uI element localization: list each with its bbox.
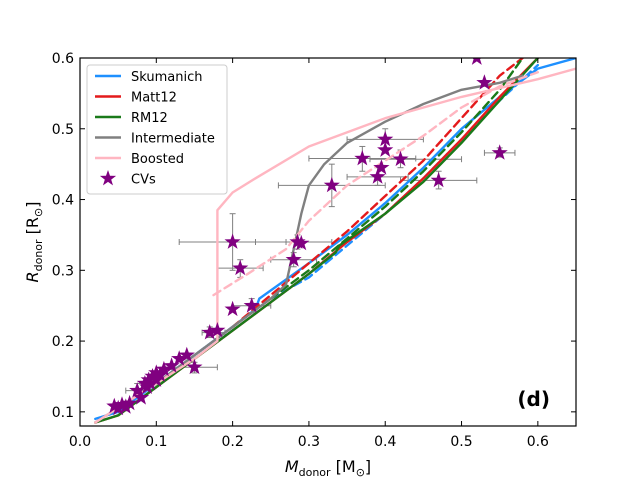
x-tick-label: 0.6 [527, 434, 549, 450]
legend-label: Matt12 [131, 91, 177, 106]
cv-star-point [377, 141, 394, 157]
cv-star-point [323, 176, 340, 193]
x-tick-label: 0.5 [450, 434, 472, 450]
cv-star-point [354, 150, 371, 166]
x-tick-label: 0.1 [145, 434, 167, 450]
legend-item-matt12: Matt12 [95, 91, 177, 106]
x-tick-label: 0.2 [221, 434, 243, 450]
legend-item-intermediate: Intermediate [95, 132, 215, 147]
cv-star-point [171, 350, 188, 366]
cv-star-point [106, 397, 123, 414]
legend-swatch-star [99, 170, 117, 186]
series-line-boosted-solid [94, 67, 576, 424]
x-axis-title: Mdonor [M⊙] [285, 457, 371, 479]
cv-star-point [209, 322, 226, 338]
cv-star-point [430, 171, 447, 188]
cv-star-point [133, 389, 150, 405]
cv-star-point [224, 300, 241, 317]
legend-label: CVs [131, 173, 156, 188]
legend-label: Skumanich [131, 70, 203, 85]
cv-star-point [377, 130, 394, 147]
cv-star-point [129, 382, 146, 398]
cv-star-point [392, 150, 409, 167]
cv-star-point [186, 358, 203, 375]
legend-box [86, 64, 228, 195]
legend-label: RM12 [131, 111, 168, 126]
series-line-rm12-solid [94, 58, 539, 424]
cv-star-point [155, 360, 172, 377]
cv-star-point [110, 399, 127, 416]
cv-star-point [224, 233, 241, 249]
cv-star-point [144, 368, 161, 384]
x-tick-label: 0.4 [374, 434, 396, 450]
cv-star-point [178, 346, 195, 363]
cv-star-point [117, 398, 134, 414]
y-tick-label: 0.6 [52, 51, 74, 67]
cv-star-point [373, 159, 390, 175]
y-tick-label: 0.2 [52, 334, 74, 350]
series-line-boosted-dashed [212, 70, 539, 297]
cv-star-point [293, 234, 310, 251]
cv-star-point [369, 168, 386, 184]
legend-label: Intermediate [131, 132, 215, 147]
cv-star-point [471, 58, 482, 65]
y-tick-label: 0.5 [52, 122, 74, 138]
series-line-rm12-dashed [269, 58, 524, 300]
y-tick-label: 0.3 [52, 263, 74, 279]
series-layer [94, 58, 576, 424]
cv-star-point [243, 297, 260, 313]
cv-star-point [121, 394, 138, 411]
legend-label: Boosted [131, 152, 184, 167]
tick-layer: 0.0 0.1 0.2 0.3 0.4 0.5 0.6 0.1 0.2 0.3 0.4 0.5 0.6 [52, 51, 576, 450]
y-tick-label: 0.4 [52, 193, 74, 209]
cv-star-point [285, 251, 302, 267]
legend: Skumanich Matt12 RM12 Intermediate Boosted CV… [86, 64, 228, 195]
y-axis-title: Rdonor [R⊙] [23, 202, 45, 283]
cv-star-point [201, 324, 218, 340]
cv-star-point [476, 74, 493, 90]
cv-star-point [113, 396, 131, 412]
cv-star-point [142, 375, 159, 391]
y-tick-label: 0.1 [52, 405, 74, 421]
legend-item-boosted: Boosted [95, 152, 184, 167]
marker-layer [106, 58, 508, 416]
cv-star-point [491, 144, 508, 160]
legend-item-skumanich: Skumanich [95, 70, 203, 85]
series-line-matt12-dashed [231, 58, 524, 329]
cv-star-point [232, 259, 249, 276]
x-tick-label: 0.0 [69, 434, 91, 450]
plot-frame [79, 57, 577, 427]
cv-star-point [163, 357, 180, 373]
x-tick-label: 0.3 [298, 434, 320, 450]
cv-star-point [140, 371, 157, 387]
legend-item-rm12: RM12 [95, 111, 168, 126]
legend-item-cvs: CVs [99, 170, 156, 188]
series-line-intermediate-solid [94, 74, 524, 424]
panel-label: (d) [517, 387, 550, 411]
